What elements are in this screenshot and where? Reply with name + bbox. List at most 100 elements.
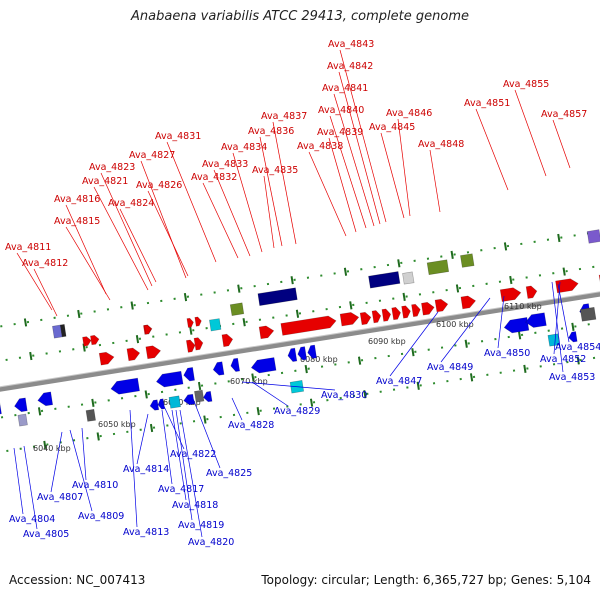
forward-leader-line: [552, 119, 571, 169]
scale-tick: [189, 326, 193, 335]
reverse-leader-line: [241, 381, 336, 391]
backbone-highlight: [0, 291, 600, 388]
gene-label-ava-4851[interactable]: Ava_4851: [464, 98, 510, 109]
gene-label-ava-4852[interactable]: Ava_4852: [540, 354, 586, 365]
scale-tick: [357, 356, 362, 365]
misc-feature: [460, 253, 475, 268]
reverse-leader-line: [13, 447, 24, 515]
forward-gene-20: [525, 285, 538, 299]
gene-label-ava-4810[interactable]: Ava_4810: [72, 480, 118, 491]
gene-label-ava-4822[interactable]: Ava_4822: [170, 449, 216, 460]
forward-gene-6: [221, 333, 234, 348]
scale-tick: [402, 292, 406, 301]
gene-label-ava-4815[interactable]: Ava_4815: [54, 216, 100, 227]
scale-tick: [183, 292, 188, 302]
scale-tick: [295, 309, 300, 318]
reverse-gene-12: [503, 317, 530, 334]
gene-label-ava-4837[interactable]: Ava_4837: [261, 111, 307, 122]
scale-tick: [397, 259, 401, 268]
gene-label-ava-4819[interactable]: Ava_4819: [178, 520, 224, 531]
forward-gene-7: [258, 325, 275, 340]
gene-label-ava-4849[interactable]: Ava_4849: [427, 362, 473, 373]
gene-label-ava-4829[interactable]: Ava_4829: [274, 406, 320, 417]
gene-label-ava-4846[interactable]: Ava_4846: [386, 108, 432, 119]
gene-label-ava-4825[interactable]: Ava_4825: [206, 468, 252, 479]
forward-gene-18: [460, 295, 477, 310]
scale-tick: [256, 407, 260, 416]
gene-label-ava-4850[interactable]: Ava_4850: [484, 348, 530, 359]
gene-label-ava-4804[interactable]: Ava_4804: [9, 514, 55, 525]
scale-tick: [43, 440, 47, 450]
scale-tick: [149, 423, 154, 433]
gene-label-ava-4818[interactable]: Ava_4818: [172, 500, 218, 511]
scale-tick: [77, 309, 81, 319]
gene-label-ava-4842[interactable]: Ava_4842: [327, 61, 373, 72]
reverse-leader-line: [440, 297, 491, 363]
forward-leader-line: [397, 118, 411, 217]
misc-feature: [426, 259, 450, 276]
forward-leader-line: [166, 141, 217, 263]
scale-tick: [571, 322, 575, 331]
gene-label-ava-4814[interactable]: Ava_4814: [123, 464, 169, 475]
gene-label-ava-4830[interactable]: Ava_4830: [321, 390, 367, 401]
gene-label-ava-4839[interactable]: Ava_4839: [317, 127, 363, 138]
forward-gene-17: [434, 298, 449, 313]
gene-label-ava-4848[interactable]: Ava_4848: [418, 139, 464, 150]
gene-label-ava-4824[interactable]: Ava_4824: [108, 198, 154, 209]
misc-feature: [85, 408, 96, 422]
forward-gene-11: [371, 310, 382, 324]
scale-tick: [363, 390, 367, 399]
scale-label: 6040 kbp: [33, 444, 71, 453]
gene-label-ava-4817[interactable]: Ava_4817: [158, 484, 204, 495]
gene-label-ava-4832[interactable]: Ava_4832: [191, 172, 237, 183]
gene-label-ava-4835[interactable]: Ava_4835: [252, 165, 298, 176]
forward-gene-2: [126, 347, 141, 362]
forward-gene-16: [421, 301, 435, 316]
gene-label-ava-4833[interactable]: Ava_4833: [202, 159, 248, 170]
scale-tick: [557, 233, 561, 243]
gene-label-ava-4827[interactable]: Ava_4827: [129, 150, 175, 161]
reverse-gene-small-0: [149, 399, 160, 411]
reverse-leader-line: [161, 401, 185, 450]
gene-label-ava-4834[interactable]: Ava_4834: [221, 142, 267, 153]
gene-label-ava-4836[interactable]: Ava_4836: [248, 126, 294, 137]
gene-label-ava-4847[interactable]: Ava_4847: [376, 376, 422, 387]
scale-tick: [304, 364, 308, 374]
gene-label-ava-4816[interactable]: Ava_4816: [54, 194, 100, 205]
gene-label-ava-4823[interactable]: Ava_4823: [89, 162, 135, 173]
reverse-leader-line: [557, 283, 570, 343]
forward-gene-4: [185, 339, 196, 353]
gene-label-ava-4820[interactable]: Ava_4820: [188, 537, 234, 548]
gene-label-ava-4826[interactable]: Ava_4826: [136, 180, 182, 191]
gene-label-ava-4855[interactable]: Ava_4855: [503, 79, 549, 90]
gene-label-ava-4841[interactable]: Ava_4841: [322, 83, 368, 94]
gene-label-ava-4828[interactable]: Ava_4828: [228, 420, 274, 431]
gene-label-ava-4843[interactable]: Ava_4843: [328, 39, 374, 50]
gene-label-ava-4807[interactable]: Ava_4807: [37, 492, 83, 503]
gene-label-ava-4853[interactable]: Ava_4853: [549, 372, 595, 383]
gene-label-ava-4857[interactable]: Ava_4857: [541, 109, 587, 120]
scale-tick: [309, 398, 314, 407]
scale-tick: [469, 373, 474, 382]
scale-tick: [237, 284, 241, 293]
gene-label-ava-4805[interactable]: Ava_4805: [23, 529, 69, 540]
reverse-leader-line: [389, 311, 439, 377]
gene-label-ava-4811[interactable]: Ava_4811: [5, 242, 51, 253]
reverse-gene-small-4: [568, 331, 578, 343]
rna-feature: [368, 271, 401, 289]
gene-label-ava-4838[interactable]: Ava_4838: [297, 141, 343, 152]
misc-feature: [229, 302, 245, 316]
trna-feature: [209, 318, 222, 332]
gene-label-ava-4812[interactable]: Ava_4812: [22, 258, 68, 269]
scale-tick: [130, 301, 134, 310]
gene-label-ava-4854[interactable]: Ava_4854: [555, 342, 600, 353]
gene-label-ava-4840[interactable]: Ava_4840: [318, 105, 364, 116]
gene-label-ava-4813[interactable]: Ava_4813: [123, 527, 169, 538]
forward-leader-line: [65, 226, 111, 301]
gene-label-ava-4845[interactable]: Ava_4845: [369, 122, 415, 133]
scale-tick: [23, 318, 28, 327]
reverse-leader-line: [161, 409, 173, 485]
gene-label-ava-4831[interactable]: Ava_4831: [155, 131, 201, 142]
gene-label-ava-4809[interactable]: Ava_4809: [78, 511, 124, 522]
scale-tick: [197, 381, 202, 391]
